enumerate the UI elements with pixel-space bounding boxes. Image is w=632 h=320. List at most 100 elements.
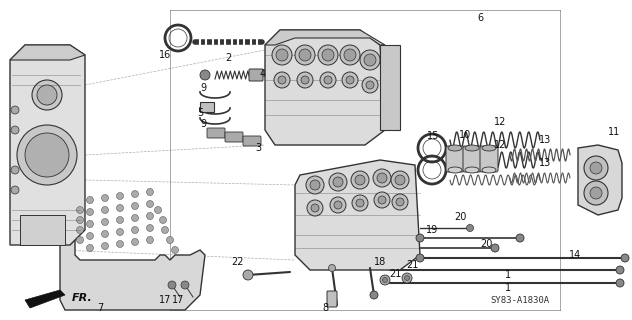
Circle shape (320, 72, 336, 88)
Circle shape (131, 190, 138, 197)
Circle shape (147, 212, 154, 220)
Text: 13: 13 (539, 158, 551, 168)
Polygon shape (20, 215, 65, 245)
Circle shape (382, 277, 387, 283)
Circle shape (416, 254, 424, 262)
Circle shape (102, 206, 109, 213)
Circle shape (491, 244, 499, 252)
Circle shape (295, 45, 315, 65)
Ellipse shape (482, 167, 496, 173)
FancyBboxPatch shape (207, 128, 225, 138)
Text: 3: 3 (255, 143, 261, 153)
Polygon shape (25, 290, 65, 308)
Ellipse shape (482, 145, 496, 151)
FancyBboxPatch shape (243, 136, 261, 146)
Circle shape (25, 133, 69, 177)
Circle shape (131, 238, 138, 245)
Text: FR.: FR. (72, 293, 93, 303)
Circle shape (391, 171, 409, 189)
Circle shape (392, 194, 408, 210)
Circle shape (147, 188, 154, 196)
Text: 11: 11 (608, 127, 620, 137)
FancyBboxPatch shape (327, 291, 337, 307)
Text: 14: 14 (569, 250, 581, 260)
Circle shape (200, 70, 210, 80)
Circle shape (102, 243, 109, 250)
Text: SY83-A1830A: SY83-A1830A (490, 296, 549, 305)
Circle shape (102, 219, 109, 226)
Circle shape (516, 234, 524, 242)
Circle shape (584, 181, 608, 205)
Circle shape (87, 209, 94, 215)
Circle shape (329, 265, 336, 271)
Text: 4: 4 (260, 69, 266, 79)
Circle shape (116, 204, 123, 212)
FancyBboxPatch shape (480, 146, 498, 172)
Ellipse shape (465, 167, 479, 173)
Circle shape (402, 273, 412, 283)
Circle shape (131, 227, 138, 234)
Circle shape (322, 49, 334, 61)
Circle shape (356, 199, 364, 207)
Circle shape (147, 201, 154, 207)
Circle shape (318, 45, 338, 65)
Circle shape (272, 45, 292, 65)
Text: 1: 1 (505, 283, 511, 293)
Circle shape (378, 196, 386, 204)
Text: 9: 9 (200, 83, 206, 93)
Circle shape (87, 244, 94, 252)
Text: 1: 1 (505, 270, 511, 280)
Circle shape (168, 281, 176, 289)
Circle shape (102, 195, 109, 202)
Circle shape (116, 193, 123, 199)
Circle shape (76, 236, 83, 244)
Circle shape (364, 54, 376, 66)
Circle shape (355, 175, 365, 185)
Circle shape (404, 276, 410, 281)
Ellipse shape (448, 145, 462, 151)
Circle shape (329, 173, 347, 191)
Circle shape (334, 201, 342, 209)
Polygon shape (10, 45, 85, 245)
Circle shape (11, 186, 19, 194)
Text: 16: 16 (159, 50, 171, 60)
Text: 20: 20 (454, 212, 466, 222)
Polygon shape (578, 145, 622, 215)
Text: 21: 21 (406, 260, 418, 270)
Circle shape (76, 206, 83, 213)
Circle shape (466, 225, 473, 231)
Circle shape (11, 126, 19, 134)
Circle shape (76, 217, 83, 223)
Circle shape (377, 173, 387, 183)
Circle shape (616, 279, 624, 287)
Circle shape (166, 236, 174, 244)
Circle shape (311, 204, 319, 212)
Text: 20: 20 (480, 239, 492, 249)
Circle shape (616, 266, 624, 274)
Circle shape (330, 197, 346, 213)
Circle shape (373, 169, 391, 187)
Circle shape (276, 49, 288, 61)
Circle shape (17, 125, 77, 185)
Circle shape (590, 187, 602, 199)
Circle shape (87, 233, 94, 239)
Circle shape (324, 76, 332, 84)
Text: 2: 2 (225, 53, 231, 63)
Circle shape (131, 214, 138, 221)
Circle shape (116, 217, 123, 223)
Circle shape (362, 77, 378, 93)
Text: 6: 6 (477, 13, 483, 23)
Text: 15: 15 (427, 131, 439, 141)
Circle shape (32, 80, 62, 110)
Circle shape (416, 234, 424, 242)
Circle shape (159, 217, 166, 223)
Text: 8: 8 (322, 303, 328, 313)
Circle shape (131, 203, 138, 210)
Circle shape (590, 162, 602, 174)
Text: 21: 21 (389, 269, 401, 279)
Text: 13: 13 (539, 135, 551, 145)
Text: 9: 9 (200, 119, 206, 129)
Circle shape (340, 45, 360, 65)
FancyBboxPatch shape (463, 146, 481, 172)
Circle shape (374, 192, 390, 208)
